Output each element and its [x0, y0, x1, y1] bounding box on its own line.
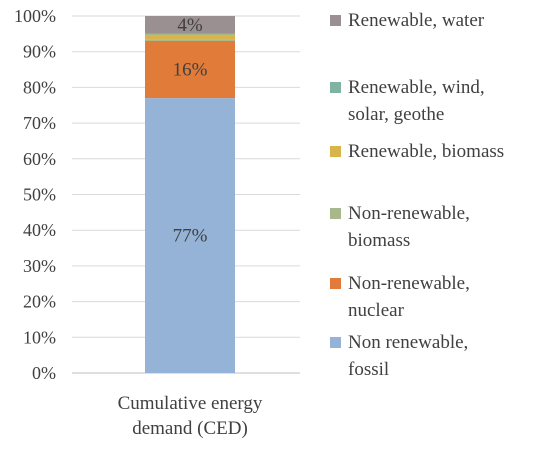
x-category-label: Cumulative energy demand (CED) [118, 393, 263, 439]
legend-label: Renewable, water [348, 10, 485, 31]
y-tick-label: 90% [23, 42, 56, 62]
legend-swatch [330, 208, 341, 219]
bar-segment [145, 98, 235, 374]
legend-swatch [330, 278, 341, 289]
legend-label: Non renewable, fossil [348, 332, 468, 380]
legend-swatch [330, 337, 341, 348]
y-tick-label: 80% [23, 77, 56, 97]
bar-segment [145, 39, 235, 41]
legend-label: Non-renewable, biomass [348, 203, 470, 251]
data-label: 4% [177, 15, 203, 36]
y-tick-label: 70% [23, 113, 56, 133]
bar-stack [145, 16, 235, 374]
x-axis: Cumulative energy demand (CED) [118, 393, 263, 439]
legend-swatch [330, 146, 341, 157]
data-labels: 77% 16% 4% [173, 15, 208, 247]
y-tick-label: 50% [23, 185, 56, 205]
y-axis-ticks: 0% 10% 20% 30% 40% 50% 60% 70% 80% 90% 100% [14, 6, 56, 383]
bar-segment [145, 16, 235, 34]
legend-label: Renewable, biomass [348, 141, 504, 162]
y-tick-label: 10% [23, 327, 56, 347]
bar-segment [145, 34, 235, 40]
y-tick-label: 0% [32, 363, 56, 383]
legend: Renewable, water Renewable, wind, solar, g… [330, 10, 504, 380]
bar-segment [145, 33, 235, 35]
legend-label: Renewable, wind, solar, geothe [348, 77, 485, 125]
legend-swatch [330, 82, 341, 93]
y-tick-label: 40% [23, 220, 56, 240]
legend-label: Non-renewable, nuclear [348, 273, 470, 321]
data-label: 16% [173, 60, 208, 81]
y-tick-label: 30% [23, 256, 56, 276]
bar-segment [145, 40, 235, 99]
y-tick-label: 100% [14, 6, 56, 26]
y-tick-label: 60% [23, 149, 56, 169]
legend-swatch [330, 15, 341, 26]
y-tick-label: 20% [23, 292, 56, 312]
data-label: 77% [173, 226, 208, 247]
